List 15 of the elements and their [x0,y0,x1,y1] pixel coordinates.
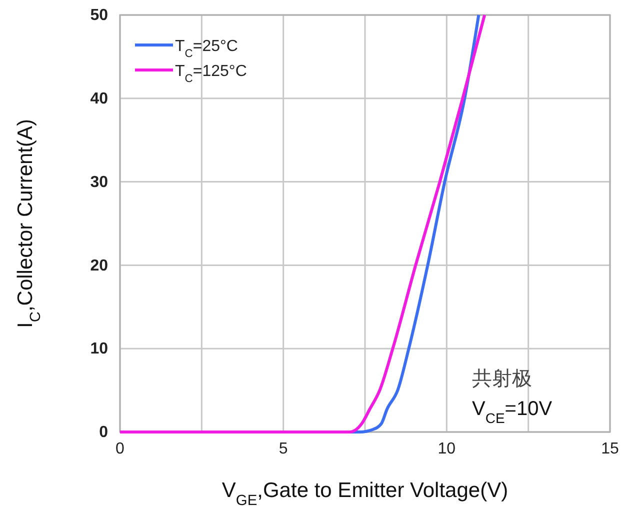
y-tick-label: 50 [90,7,108,24]
x-tick-label: 5 [278,440,288,458]
annotation: V$_{CE}$=10V [472,398,553,426]
y-tick-label: 40 [90,90,108,108]
x-axis-title: V$_{GE}$,Gate to Emitter Voltage(V) [222,479,508,506]
y-tick-label: 10 [90,340,108,358]
x-tick-label: 10 [438,440,456,458]
y-tick-label: 30 [90,174,108,191]
legend-label: T$_{C}$=25°C [175,38,238,60]
x-tick-label: 15 [601,440,619,458]
y-tick-label: 0 [99,424,108,442]
annotation: 共射极 [472,368,532,390]
legend-label: T$_{C}$=125°C [175,63,247,85]
x-tick-label: 0 [116,440,125,458]
y-tick-label: 20 [90,257,108,274]
